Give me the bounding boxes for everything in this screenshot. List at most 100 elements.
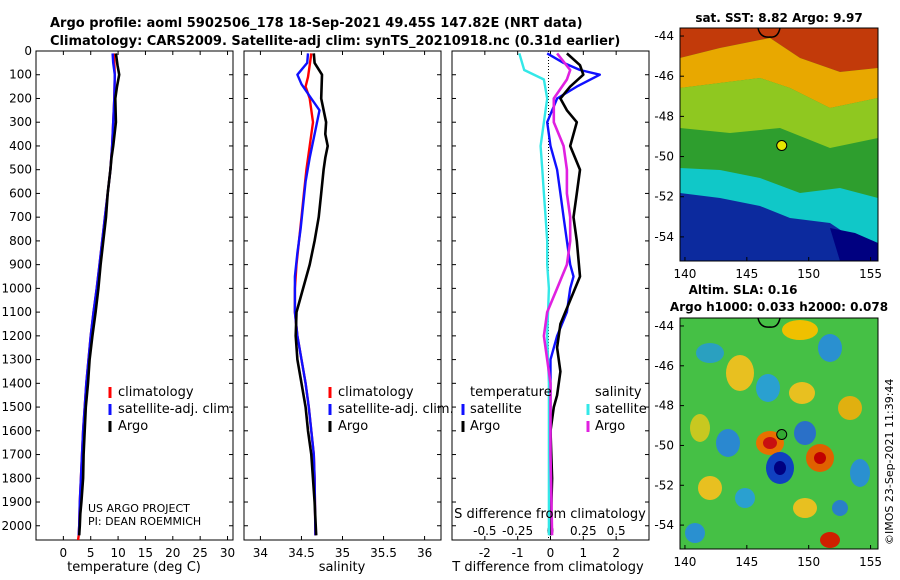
lat-tick-label: -50 bbox=[654, 150, 674, 164]
lat-tick-label: -52 bbox=[654, 190, 674, 204]
sla-blob bbox=[793, 498, 817, 518]
series-satellite-adj-clim- bbox=[77, 53, 117, 536]
header-line1: Argo profile: aoml 5902506_178 18-Sep-20… bbox=[50, 16, 583, 31]
lat-tick-label: -44 bbox=[654, 319, 674, 333]
sla-map-title-1: Altim. SLA: 0.16 bbox=[689, 283, 798, 297]
sst-cold-region bbox=[680, 193, 878, 261]
x-tick-label: 0 bbox=[60, 546, 68, 560]
y-tick-label: 200 bbox=[9, 91, 32, 105]
lon-tick-label: 155 bbox=[859, 555, 882, 569]
salinity-xlabel: salinity bbox=[319, 560, 366, 575]
sla-blob bbox=[685, 523, 705, 543]
y-tick-label: 1200 bbox=[1, 329, 32, 343]
x-tick-label: 2 bbox=[612, 546, 620, 560]
y-tick-label: 900 bbox=[9, 258, 32, 272]
sst-argo-point bbox=[776, 140, 788, 152]
legend-t-argo: Argo bbox=[470, 419, 500, 434]
x-tick-label: 5 bbox=[87, 546, 95, 560]
depth-axis: 0 100 200 300 400 500 600 700 800 900 1000 1100 1200… bbox=[1, 44, 233, 533]
sst-warm-region bbox=[680, 28, 878, 72]
temperature-axes bbox=[35, 50, 234, 541]
temperature-x-axis: 0 5 10 15 20 25 30 bbox=[60, 51, 235, 560]
x-tick-label: 10 bbox=[110, 546, 125, 560]
sst-lon-axis: 140 145 150 155 bbox=[673, 257, 882, 281]
salinity-axes bbox=[243, 50, 442, 541]
lon-tick-label: 150 bbox=[797, 555, 820, 569]
x-tick-label: 30 bbox=[220, 546, 235, 560]
legend-s-climatology: climatology bbox=[338, 385, 414, 400]
sst-map bbox=[680, 28, 878, 261]
sla-blob bbox=[818, 334, 842, 362]
lon-tick-label: 140 bbox=[673, 267, 696, 281]
y-tick-label: 0 bbox=[24, 44, 32, 58]
y-tick-label: 300 bbox=[9, 115, 32, 129]
sla-blob bbox=[696, 343, 724, 363]
x-tick-label: 35.5 bbox=[370, 546, 397, 560]
sla-blob bbox=[832, 500, 848, 516]
temperature-legend: climatology satellite-adj. clim. Argo bbox=[108, 385, 234, 434]
sla-blob bbox=[814, 452, 826, 464]
lat-tick-label: -48 bbox=[654, 399, 674, 413]
x-tick-label: 35 bbox=[335, 546, 350, 560]
x-tick-label: 34.5 bbox=[288, 546, 315, 560]
y-tick-label: 1300 bbox=[1, 353, 32, 367]
legend-s-satellite-diff: satellite bbox=[595, 402, 647, 417]
sla-blob bbox=[782, 320, 818, 340]
sla-blob bbox=[726, 355, 754, 391]
sst-map-frame bbox=[679, 27, 879, 262]
credit-pi: PI: DEAN ROEMMICH bbox=[88, 515, 201, 528]
sla-blob bbox=[690, 414, 710, 442]
x-tick-label: 15 bbox=[138, 546, 153, 560]
x-tick-label: 25 bbox=[193, 546, 208, 560]
sla-blob bbox=[735, 488, 755, 508]
sst-map-panel: sat. SST: 8.82 Argo: 9.97 140 145 150 155 -… bbox=[654, 11, 882, 281]
legend-climatology: climatology bbox=[118, 385, 194, 400]
lat-tick-label: -48 bbox=[654, 109, 674, 123]
y-tick-label: 800 bbox=[9, 234, 32, 248]
series-argo bbox=[77, 53, 121, 536]
series-t-argo bbox=[549, 52, 585, 536]
x2-tick-label: 0.25 bbox=[570, 524, 597, 538]
salinity-x-axis: 34 34.5 35 35.5 36 bbox=[253, 51, 432, 560]
lat-tick-label: -54 bbox=[654, 518, 674, 532]
salinity-panel: 34 34.5 35 35.5 36 salinity climatology sate… bbox=[243, 50, 454, 575]
sla-blob bbox=[838, 396, 862, 420]
salinity-legend: climatology satellite-adj. clim. Argo bbox=[328, 385, 454, 434]
watermark: ©IMOS 23-Sep-2021 11:39:44 bbox=[883, 379, 896, 545]
lat-tick-label: -44 bbox=[654, 29, 674, 43]
sla-blob bbox=[789, 382, 815, 404]
sla-argo-point bbox=[776, 428, 788, 440]
lat-tick-label: -46 bbox=[654, 69, 674, 83]
sla-blob bbox=[820, 532, 840, 548]
y-tick-label: 1500 bbox=[1, 400, 32, 414]
sst-yellowgreen-region bbox=[680, 78, 878, 148]
lon-tick-label: 140 bbox=[673, 555, 696, 569]
lon-tick-label: 145 bbox=[735, 267, 758, 281]
lon-tick-label: 150 bbox=[797, 267, 820, 281]
sla-blob bbox=[774, 461, 786, 475]
sla-blob bbox=[756, 374, 780, 402]
legend-t-satellite: satellite bbox=[470, 402, 522, 417]
y-tick-label: 1400 bbox=[1, 376, 32, 390]
sla-map-frame bbox=[679, 317, 879, 550]
salinity-series bbox=[293, 53, 330, 536]
y-tick-label: 1900 bbox=[1, 495, 32, 509]
x-tick-label: 20 bbox=[165, 546, 180, 560]
sst-coldest-region bbox=[830, 228, 878, 261]
sst-lat-axis: -44 -46 -48 -50 -52 -54 bbox=[654, 29, 684, 244]
x-tick-label: -1 bbox=[512, 546, 524, 560]
lat-tick-label: -50 bbox=[654, 438, 674, 452]
sla-blob bbox=[763, 437, 777, 449]
y-tick-label: 1600 bbox=[1, 424, 32, 438]
lat-tick-label: -54 bbox=[654, 230, 674, 244]
y-tick-label: 600 bbox=[9, 186, 32, 200]
y-tick-label: 400 bbox=[9, 139, 32, 153]
x-tick-label: 1 bbox=[580, 546, 588, 560]
y-tick-label: 1700 bbox=[1, 448, 32, 462]
difference-y-ticks bbox=[452, 50, 649, 527]
series-argo bbox=[294, 53, 330, 536]
sla-lat-axis: -44 -46 -48 -50 -52 -54 bbox=[654, 319, 684, 532]
y-tick-label: 1800 bbox=[1, 471, 32, 485]
sst-contour bbox=[757, 28, 781, 38]
